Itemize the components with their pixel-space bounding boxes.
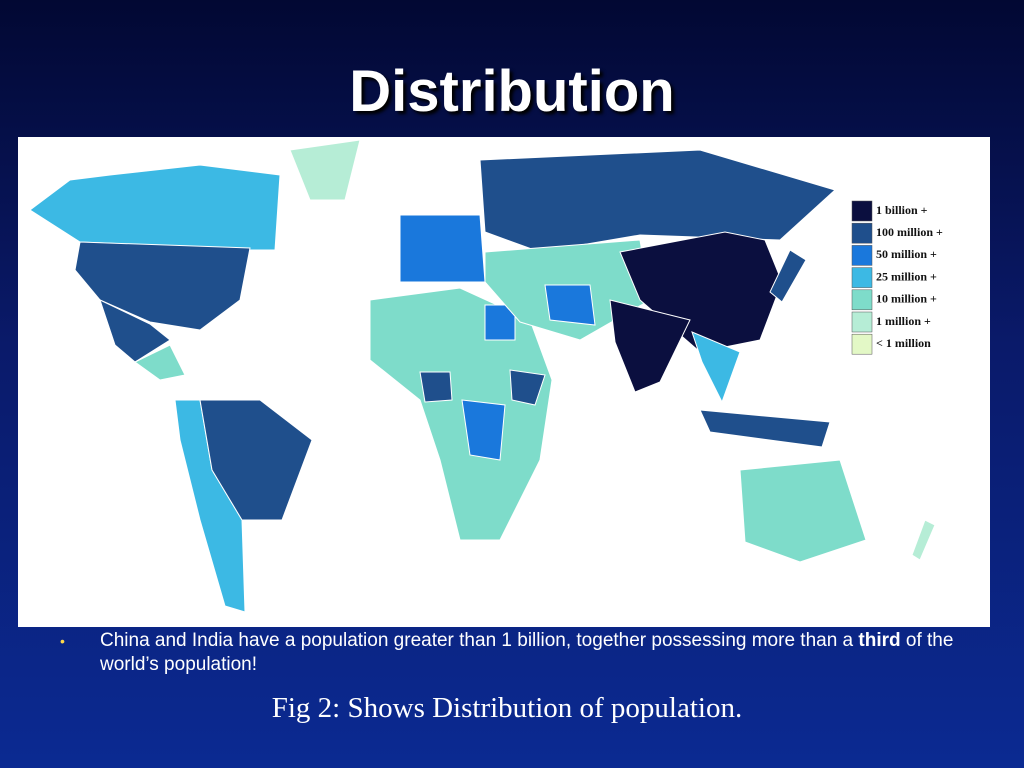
legend-label: 1 million + [876, 314, 931, 328]
legend-swatch [851, 333, 873, 355]
legend-label: 1 billion + [876, 203, 928, 217]
bullet-part: of the world’s population! [100, 630, 954, 675]
southeast-asia [691, 331, 741, 404]
legend-swatch [851, 222, 873, 244]
iran [544, 284, 596, 326]
legend-label: < 1 million [876, 336, 931, 350]
japan [769, 249, 807, 303]
bullet-marker: • [60, 633, 65, 649]
indonesia [699, 409, 831, 448]
bullet-emphasis: third [858, 630, 901, 651]
legend-swatch [851, 311, 873, 333]
australia [739, 459, 867, 563]
countries [29, 139, 936, 613]
europe [399, 214, 486, 283]
legend-swatch [851, 267, 873, 288]
ethiopia [509, 369, 546, 406]
nigeria [419, 371, 453, 403]
bullet-part: China and India have a population greate… [100, 630, 859, 651]
drc [461, 399, 506, 461]
legend-swatch [851, 289, 873, 311]
caption: Fig 2: Shows Distribution of population. [271, 692, 743, 724]
legend-swatch [851, 200, 873, 222]
mexico [99, 299, 171, 363]
india [609, 299, 691, 393]
legend-label: 100 million + [876, 225, 943, 239]
legend-label: 50 million + [876, 247, 937, 261]
legend-swatch [851, 245, 873, 266]
legend-label: 25 million + [876, 269, 937, 283]
bullet-text: China and India have a population greate… [100, 629, 980, 677]
usa [74, 241, 251, 331]
central-america [134, 344, 186, 381]
slide-title: Distribution [349, 59, 675, 124]
greenland [289, 139, 361, 201]
brazil [199, 399, 313, 521]
world-map: 1 billion + 100 million + 50 million + 25 m… [18, 137, 990, 627]
legend-label: 10 million + [876, 292, 937, 306]
china [619, 231, 783, 353]
new-zealand [911, 519, 936, 561]
